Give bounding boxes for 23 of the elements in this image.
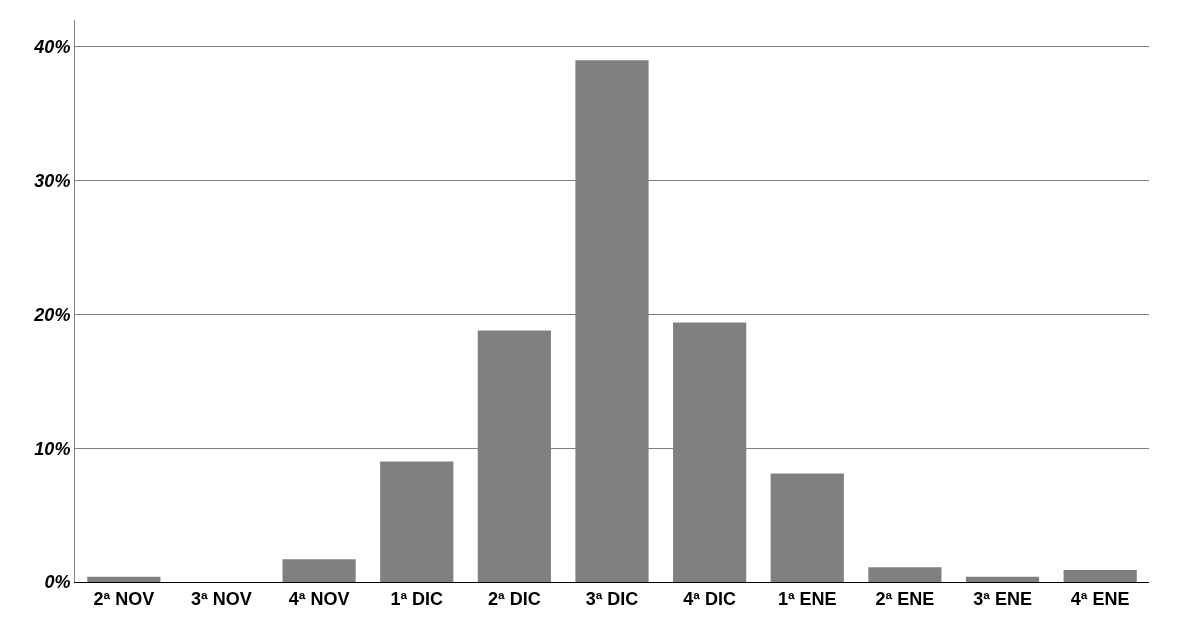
- y-tick-label: 20%: [33, 304, 71, 325]
- y-tick-label: 0%: [44, 572, 71, 593]
- bar: [1063, 569, 1137, 582]
- x-tick-label: 1ª ENE: [777, 588, 837, 609]
- y-tick-label: 30%: [34, 170, 71, 191]
- x-tick-label: 4ª DIC: [683, 588, 736, 609]
- x-tick-label: 2ª ENE: [875, 588, 935, 609]
- bar: [282, 559, 356, 582]
- x-tick-label: 2ª DIC: [488, 588, 541, 609]
- x-tick-label: 3ª ENE: [973, 588, 1032, 609]
- bar: [87, 576, 161, 582]
- x-tick-label: 4ª NOV: [288, 588, 350, 609]
- bar: [965, 576, 1040, 582]
- x-tick-label: 1ª DIC: [390, 588, 444, 609]
- x-tick-label: 2ª NOV: [93, 588, 155, 609]
- x-tick-label: 3ª DIC: [585, 588, 639, 609]
- y-tick-label: 10%: [34, 438, 71, 459]
- x-tick-label: 3ª NOV: [191, 588, 252, 609]
- bar: [380, 461, 454, 582]
- bar: [868, 567, 942, 582]
- bar: [770, 473, 844, 582]
- x-tick-label: 4ª ENE: [1070, 588, 1130, 609]
- y-tick-label: 40%: [33, 37, 71, 58]
